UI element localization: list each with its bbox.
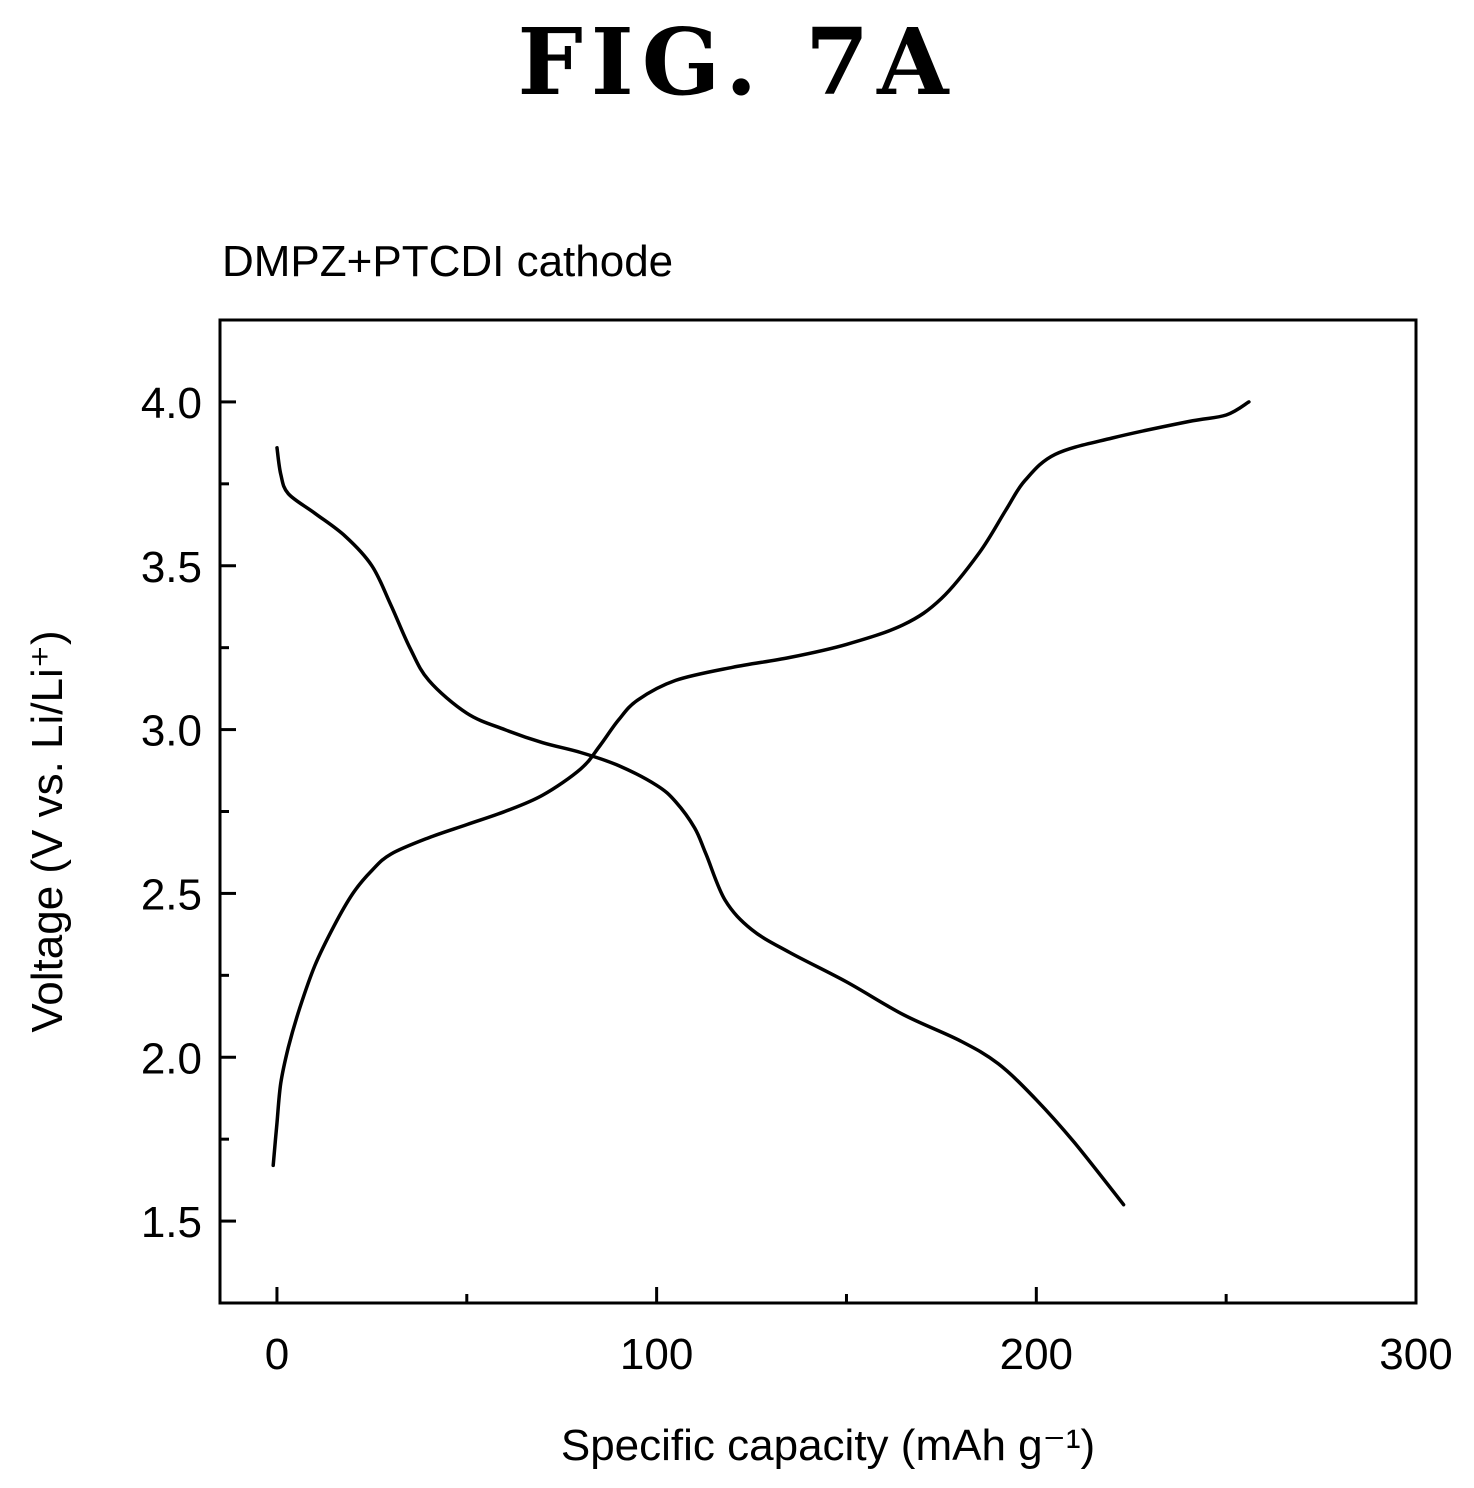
- x-tick-label: 300: [1379, 1330, 1452, 1379]
- y-tick-label: 2.5: [141, 870, 202, 919]
- figure-label: FIG. 7A: [517, 8, 957, 116]
- y-axis: 1.5 2.0 2.5 3.0 3.5 4.0: [141, 318, 236, 1247]
- y-tick-label: 1.5: [141, 1198, 202, 1247]
- y-axis-label: Voltage (V vs. Li/Li⁺): [23, 630, 72, 1032]
- x-tick-label: 100: [620, 1330, 693, 1379]
- y-tick-label: 3.0: [141, 707, 202, 756]
- x-tick-label: 200: [1000, 1330, 1073, 1379]
- y-tick-label: 3.5: [141, 543, 202, 592]
- plot-frame: [218, 318, 1418, 1305]
- series-line-1: [275, 446, 1126, 1207]
- y-tick-label: 2.0: [141, 1034, 202, 1083]
- series-line-2: [271, 400, 1251, 1168]
- plot-area: [271, 400, 1251, 1207]
- x-axis-label: Specific capacity (mAh g⁻¹): [561, 1421, 1095, 1470]
- y-tick-label: 4.0: [141, 379, 202, 428]
- x-axis: 0 100 200 300: [265, 1287, 1453, 1379]
- x-tick-label: 0: [265, 1330, 289, 1379]
- chart-title: DMPZ+PTCDI cathode: [222, 237, 673, 286]
